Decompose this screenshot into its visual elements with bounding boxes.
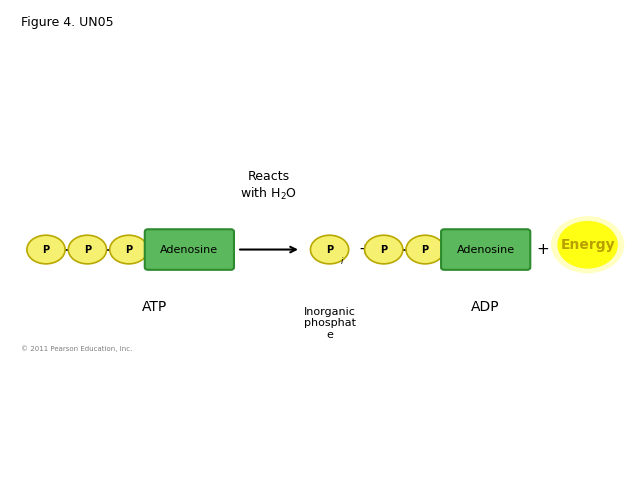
Text: P: P bbox=[125, 244, 132, 254]
Ellipse shape bbox=[551, 216, 624, 274]
Text: Inorganic
phosphat
e: Inorganic phosphat e bbox=[303, 307, 356, 340]
Text: Reacts
with H$_2$O: Reacts with H$_2$O bbox=[241, 170, 298, 202]
Text: P: P bbox=[84, 244, 91, 254]
Circle shape bbox=[310, 235, 349, 264]
Text: +: + bbox=[358, 242, 371, 257]
Text: ADP: ADP bbox=[472, 300, 500, 314]
Text: P: P bbox=[326, 244, 333, 254]
Text: Adenosine: Adenosine bbox=[456, 244, 515, 254]
Text: +: + bbox=[537, 242, 549, 257]
Text: © 2011 Pearson Education, Inc.: © 2011 Pearson Education, Inc. bbox=[20, 345, 132, 352]
Ellipse shape bbox=[557, 221, 618, 269]
Text: Adenosine: Adenosine bbox=[160, 244, 218, 254]
Circle shape bbox=[27, 235, 65, 264]
Text: P: P bbox=[380, 244, 387, 254]
Circle shape bbox=[406, 235, 444, 264]
Circle shape bbox=[109, 235, 148, 264]
FancyBboxPatch shape bbox=[145, 229, 234, 270]
Text: Figure 4. UN05: Figure 4. UN05 bbox=[20, 16, 113, 29]
Text: Energy: Energy bbox=[561, 238, 615, 252]
Circle shape bbox=[365, 235, 403, 264]
Text: P: P bbox=[422, 244, 429, 254]
Text: ATP: ATP bbox=[141, 300, 167, 314]
Circle shape bbox=[68, 235, 106, 264]
Text: P: P bbox=[42, 244, 49, 254]
FancyBboxPatch shape bbox=[441, 229, 531, 270]
Text: i: i bbox=[341, 257, 344, 266]
